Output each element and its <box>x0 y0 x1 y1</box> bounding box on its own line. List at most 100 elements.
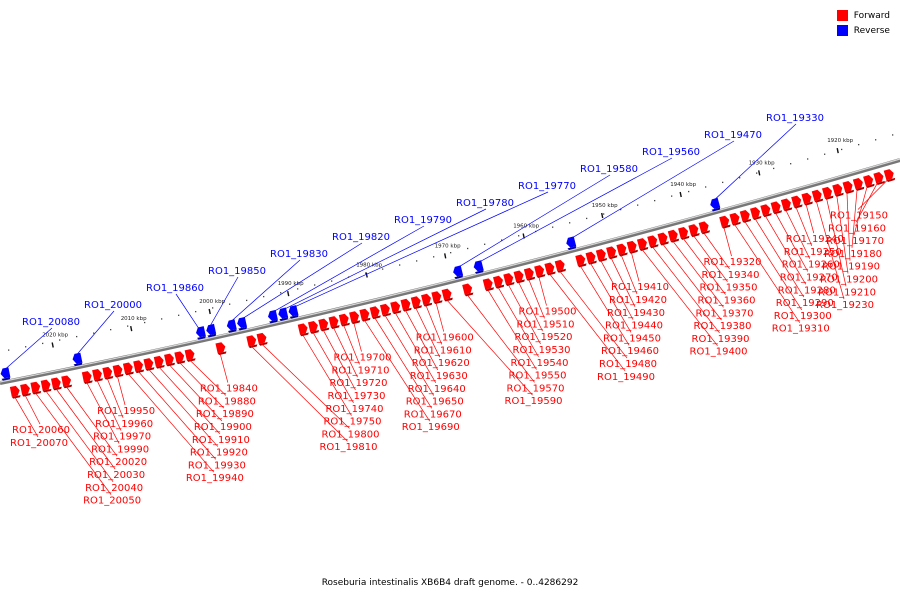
gene-arrow-base <box>104 376 114 380</box>
gene-arrow-RO1_19330 <box>710 197 721 209</box>
gene-arrow-base <box>392 310 402 315</box>
gene-arrow-base <box>186 358 196 362</box>
leader-RO1_19180 <box>851 188 858 248</box>
leader-RO1_19560 <box>476 157 673 264</box>
label-RO1_19270: RO1_19270 <box>780 272 838 283</box>
gene-arrow-base <box>238 326 248 331</box>
guide-dot <box>93 332 95 334</box>
gene-arrow-base <box>258 341 268 346</box>
gene-arrow-RO1_19440 <box>595 249 606 261</box>
label-RO1_19880: RO1_19880 <box>198 396 256 407</box>
guide-dot <box>399 264 401 266</box>
label-RO1_19210: RO1_19210 <box>818 287 876 298</box>
label-RO1_19530: RO1_19530 <box>513 345 571 356</box>
gene-arrow-base <box>176 360 186 365</box>
leader-RO1_19960 <box>106 377 124 418</box>
leader-RO1_19300 <box>743 220 803 311</box>
gene-arrow-RO1_19480 <box>554 259 565 272</box>
gene-arrow-RO1_19520 <box>513 270 524 282</box>
leader-RO1_19890 <box>178 361 225 409</box>
gene-arrow-RO1_19400 <box>636 238 647 250</box>
label-RO1_20040: RO1_20040 <box>85 483 143 494</box>
leader-RO1_19780 <box>281 208 487 311</box>
gene-arrow-base <box>855 186 865 191</box>
leader-RO1_19360 <box>682 237 726 295</box>
label-RO1_19290: RO1_19290 <box>776 298 834 309</box>
gene-arrow-base <box>567 246 577 251</box>
label-RO1_19380: RO1_19380 <box>694 321 752 332</box>
gene-arrow-base <box>310 330 320 334</box>
guide-dot <box>501 239 503 241</box>
label-RO1_19750: RO1_19750 <box>323 417 381 428</box>
gene-arrow-base <box>42 388 52 393</box>
gene-arrow-RO1_19280 <box>760 204 771 216</box>
label-RO1_19990: RO1_19990 <box>91 444 149 455</box>
gene-arrow-RO1_19650 <box>379 303 390 315</box>
gene-arrow-RO1_19590 <box>441 288 452 300</box>
gene-arrow-base <box>207 333 217 338</box>
gene-arrow-base <box>660 241 669 246</box>
label-RO1_20060: RO1_20060 <box>12 425 70 436</box>
gene-arrow-RO1_20000 <box>72 352 83 364</box>
guide-dot <box>229 303 231 305</box>
kbp-label: 1970 kbp <box>435 243 461 249</box>
gene-arrow-base <box>845 189 854 194</box>
leader-RO1_19800 <box>260 342 350 429</box>
gene-arrow-base <box>227 329 237 333</box>
leader-RO1_19470 <box>569 140 735 240</box>
guide-dot <box>858 143 860 146</box>
gene-arrow-base <box>670 238 680 243</box>
gene-arrow-base <box>701 230 710 235</box>
gene-arrow-base <box>886 177 896 182</box>
kbp-label: 1930 kbp <box>749 160 775 166</box>
leader-RO1_19670 <box>373 316 433 409</box>
guide-dot <box>314 284 316 286</box>
gene-arrow-base <box>577 263 587 268</box>
leader-RO1_19150 <box>857 179 889 210</box>
kbp-label: 1980 kbp <box>356 263 382 269</box>
gene-arrow-base <box>711 207 721 212</box>
leader-RO1_19270 <box>774 211 809 272</box>
leader-RO1_19450 <box>589 261 632 333</box>
legend-forward: Forward <box>836 8 890 23</box>
gene-arrow-RO1_20030 <box>50 377 61 389</box>
gene-arrow-base <box>1 377 11 381</box>
gene-arrow-RO1_19880 <box>184 349 195 361</box>
gene-arrow-base <box>320 327 330 332</box>
gene-arrow-RO1_19750 <box>297 323 308 335</box>
label-RO1_19650: RO1_19650 <box>406 397 464 408</box>
gene-arrow-RO1_20080 <box>0 367 11 379</box>
kbp-tick <box>601 212 604 219</box>
legend-reverse-label: Reverse <box>853 25 890 36</box>
gene-arrow-RO1_19270 <box>770 201 781 213</box>
label-RO1_19820: RO1_19820 <box>332 232 390 243</box>
gene-arrow-base <box>876 180 885 185</box>
leader-RO1_20000 <box>75 310 115 356</box>
kbp-tick <box>51 342 54 348</box>
gene-arrow-base <box>330 325 340 329</box>
guide-dot <box>110 328 112 331</box>
label-RO1_19180: RO1_19180 <box>824 249 882 260</box>
leader-RO1_19440 <box>599 259 634 320</box>
gene-arrow-RO1_19540 <box>493 275 503 287</box>
legend: Forward Reverse <box>836 8 890 38</box>
leader-RO1_19840 <box>219 352 229 383</box>
label-RO1_19920: RO1_19920 <box>190 448 248 459</box>
label-RO1_19910: RO1_19910 <box>192 435 250 446</box>
label-RO1_19560: RO1_19560 <box>642 147 700 158</box>
leader-RO1_19500 <box>538 275 547 306</box>
gene-arrow-base <box>52 386 62 391</box>
label-RO1_19450: RO1_19450 <box>603 333 661 344</box>
gene-arrow-RO1_19290 <box>750 207 761 219</box>
gene-arrow-RO1_19580 <box>453 265 464 277</box>
gene-arrow-RO1_19320 <box>719 215 730 227</box>
kbp-label: 2020 kbp <box>42 333 68 339</box>
guide-dot <box>875 139 877 141</box>
guide-dot <box>76 335 78 338</box>
guide-dot <box>654 199 656 202</box>
guide-dot <box>586 217 588 220</box>
guide-dot <box>25 346 27 348</box>
gene-arrow-base <box>865 183 875 188</box>
leader-RO1_19610 <box>425 303 443 345</box>
